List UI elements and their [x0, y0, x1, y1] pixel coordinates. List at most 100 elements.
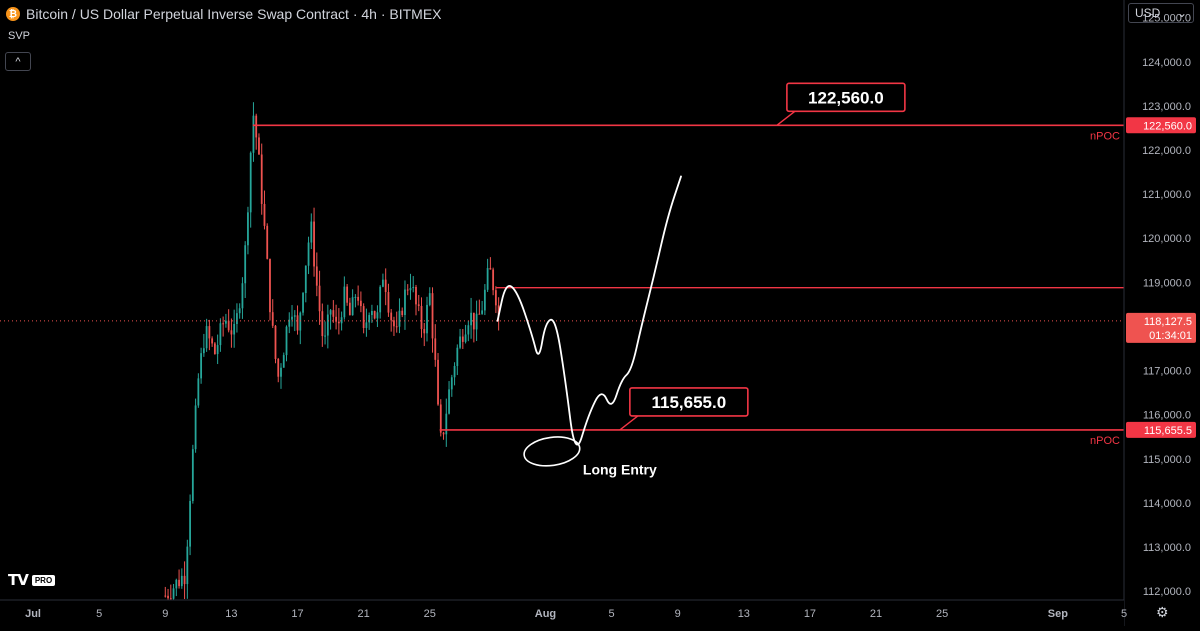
currency-selector[interactable]: USD ⌄ [1128, 3, 1194, 23]
bar-countdown-label: 01:34:01 [1149, 330, 1192, 342]
time-tick-label: Jul [25, 608, 41, 620]
collapse-indicators-button[interactable]: ^ [5, 52, 31, 71]
candle-body [263, 203, 266, 226]
candle-body [299, 312, 302, 331]
indicator-svp-label[interactable]: SVP [8, 30, 31, 42]
candle-body [169, 598, 172, 600]
candle-body [244, 245, 247, 284]
candle-body [271, 312, 274, 326]
candle-body [395, 326, 398, 328]
candle-body [359, 300, 362, 307]
candle-body [437, 359, 439, 405]
candle-body [230, 330, 233, 335]
candle-body [274, 325, 277, 359]
candle-body [233, 323, 236, 335]
candle-body [426, 304, 428, 334]
time-tick-label: 17 [804, 608, 816, 620]
time-axis: Jul 5 9 13 17 21 25 Aug 5 9 13 17 21 25 Sep 5 [0, 599, 1127, 626]
candle-body [219, 323, 222, 346]
candle-body [236, 313, 238, 324]
candle-body [172, 588, 175, 599]
candle-body [393, 320, 395, 327]
npoc-tag: nPOC [1090, 130, 1120, 142]
price-tick-label: 119,000.0 [1143, 277, 1191, 289]
candle-body [216, 345, 219, 355]
candle-body [238, 308, 241, 314]
candle-body [379, 286, 382, 313]
time-tick-label: 9 [675, 608, 681, 620]
candle-body [307, 242, 310, 266]
price-tick-label: 124,000.0 [1142, 57, 1191, 69]
price-tick-label: 116,000.0 [1143, 410, 1191, 422]
candle-body [241, 283, 244, 309]
time-tick-label: 25 [936, 608, 948, 620]
candle-body [417, 304, 420, 306]
npoc-tag: nPOC [1090, 435, 1120, 447]
price-tick-label: 114,000.0 [1143, 498, 1191, 510]
candle-body [376, 312, 379, 319]
candle-body [401, 310, 404, 316]
candle-body [343, 286, 346, 318]
candle-body [208, 326, 211, 339]
candle-body [183, 575, 186, 585]
time-tick-label: 21 [358, 608, 370, 620]
price-tick-label: 115,000.0 [1143, 454, 1191, 466]
candle-body [332, 310, 335, 317]
level-price-tag [1126, 117, 1196, 134]
tv-logo-mark: TV [8, 571, 29, 589]
callout-pointer [619, 415, 639, 431]
candle-body [492, 269, 495, 291]
candle-body [470, 312, 472, 326]
current-price-label: 118,127.5 [1144, 316, 1192, 328]
gear-icon[interactable]: ⚙ [1156, 604, 1169, 620]
callout-box [629, 387, 749, 417]
candle-body [420, 305, 423, 329]
price-tick-label: 117,000.0 [1143, 366, 1191, 378]
candle-body [326, 314, 329, 336]
candle-body [258, 137, 260, 155]
candle-body [266, 225, 269, 259]
candle-body [200, 353, 203, 379]
candle-body [494, 290, 497, 306]
candle-body [412, 286, 415, 289]
candle-body [362, 306, 365, 329]
candle-body [225, 320, 227, 324]
level-callouts: 122,560.0 115,655.0 [619, 82, 906, 431]
candle-body [293, 315, 296, 317]
candle-body [497, 305, 500, 316]
long-entry-label: Long Entry [583, 461, 657, 477]
symbol-header: ₿ Bitcoin / US Dollar Perpetual Inverse … [6, 4, 442, 24]
time-tick-label: 9 [162, 608, 168, 620]
level-price-label: 122,560.0 [1143, 120, 1192, 132]
candle-body [481, 310, 484, 314]
candle-body [291, 316, 293, 320]
candle-body [202, 348, 205, 354]
candle-body [439, 404, 442, 433]
candle-body [348, 302, 351, 316]
candle-body [398, 310, 401, 327]
candle-body [461, 336, 464, 342]
price-tick-label: 123,000.0 [1142, 101, 1191, 113]
callout-box [786, 82, 906, 113]
candle-body [296, 315, 299, 331]
candle-body [368, 315, 371, 323]
candle-body [318, 285, 321, 312]
price-tick-label: 112,000.0 [1143, 586, 1191, 598]
candle-body [194, 405, 197, 450]
candle-body [313, 221, 315, 267]
candle-body [186, 546, 189, 585]
candle-body [335, 316, 337, 322]
candle-body [346, 286, 349, 303]
candle-body [467, 325, 470, 335]
candle-body [453, 365, 456, 378]
time-tick-label: 5 [609, 608, 615, 620]
level-lines: nPOC nPOC [0, 124, 1124, 447]
symbol-title[interactable]: Bitcoin / US Dollar Perpetual Inverse Sw… [26, 6, 442, 22]
price-tick-label: 125,000.0 [1142, 13, 1191, 25]
time-tick-label: 5 [1121, 608, 1127, 620]
tradingview-logo: TV PRO [8, 571, 56, 589]
candle-body [486, 268, 489, 290]
projection-drawing: Long Entry [496, 175, 682, 477]
